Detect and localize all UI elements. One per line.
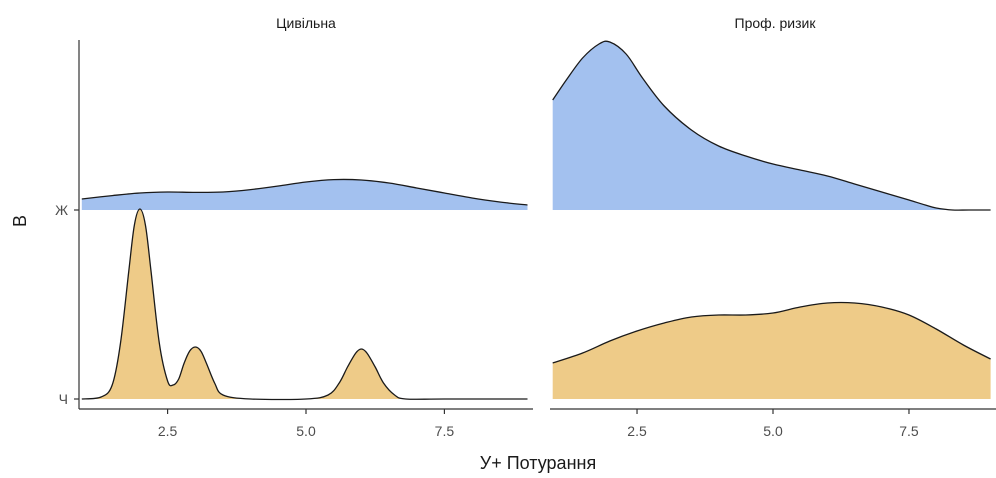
x-tick-label: 7.5 [899, 423, 919, 439]
y-tick-label: Ч [59, 391, 68, 407]
panel-title-civil: Цивільна [276, 15, 336, 31]
x-tick-label: 2.5 [158, 423, 178, 439]
x-tick-label: 5.0 [763, 423, 783, 439]
density-area-ch [82, 209, 528, 400]
x-tick-label: 7.5 [435, 423, 455, 439]
x-ticks-civil: 2.5 5.0 7.5 [158, 409, 455, 439]
density-area-zh [553, 41, 991, 210]
y-axis-title: В [10, 215, 30, 227]
panel-risk: Проф. ризик 2.5 5.0 7.5 [550, 15, 996, 439]
y-tick-label: Ж [55, 202, 68, 218]
panel-title-risk: Проф. ризик [735, 15, 817, 31]
panel-civil: Цивільна 2.5 5.0 7.5 [79, 15, 533, 439]
ridges-civil [82, 179, 528, 399]
x-tick-label: 5.0 [296, 423, 316, 439]
density-area-zh [82, 179, 528, 210]
x-ticks-risk: 2.5 5.0 7.5 [627, 409, 919, 439]
x-tick-label: 2.5 [627, 423, 647, 439]
y-ticks: ЧЖ [55, 202, 79, 407]
density-area-ch [553, 302, 991, 399]
ridges-risk [553, 41, 991, 399]
x-axis-title: У+ Потурання [480, 453, 596, 473]
